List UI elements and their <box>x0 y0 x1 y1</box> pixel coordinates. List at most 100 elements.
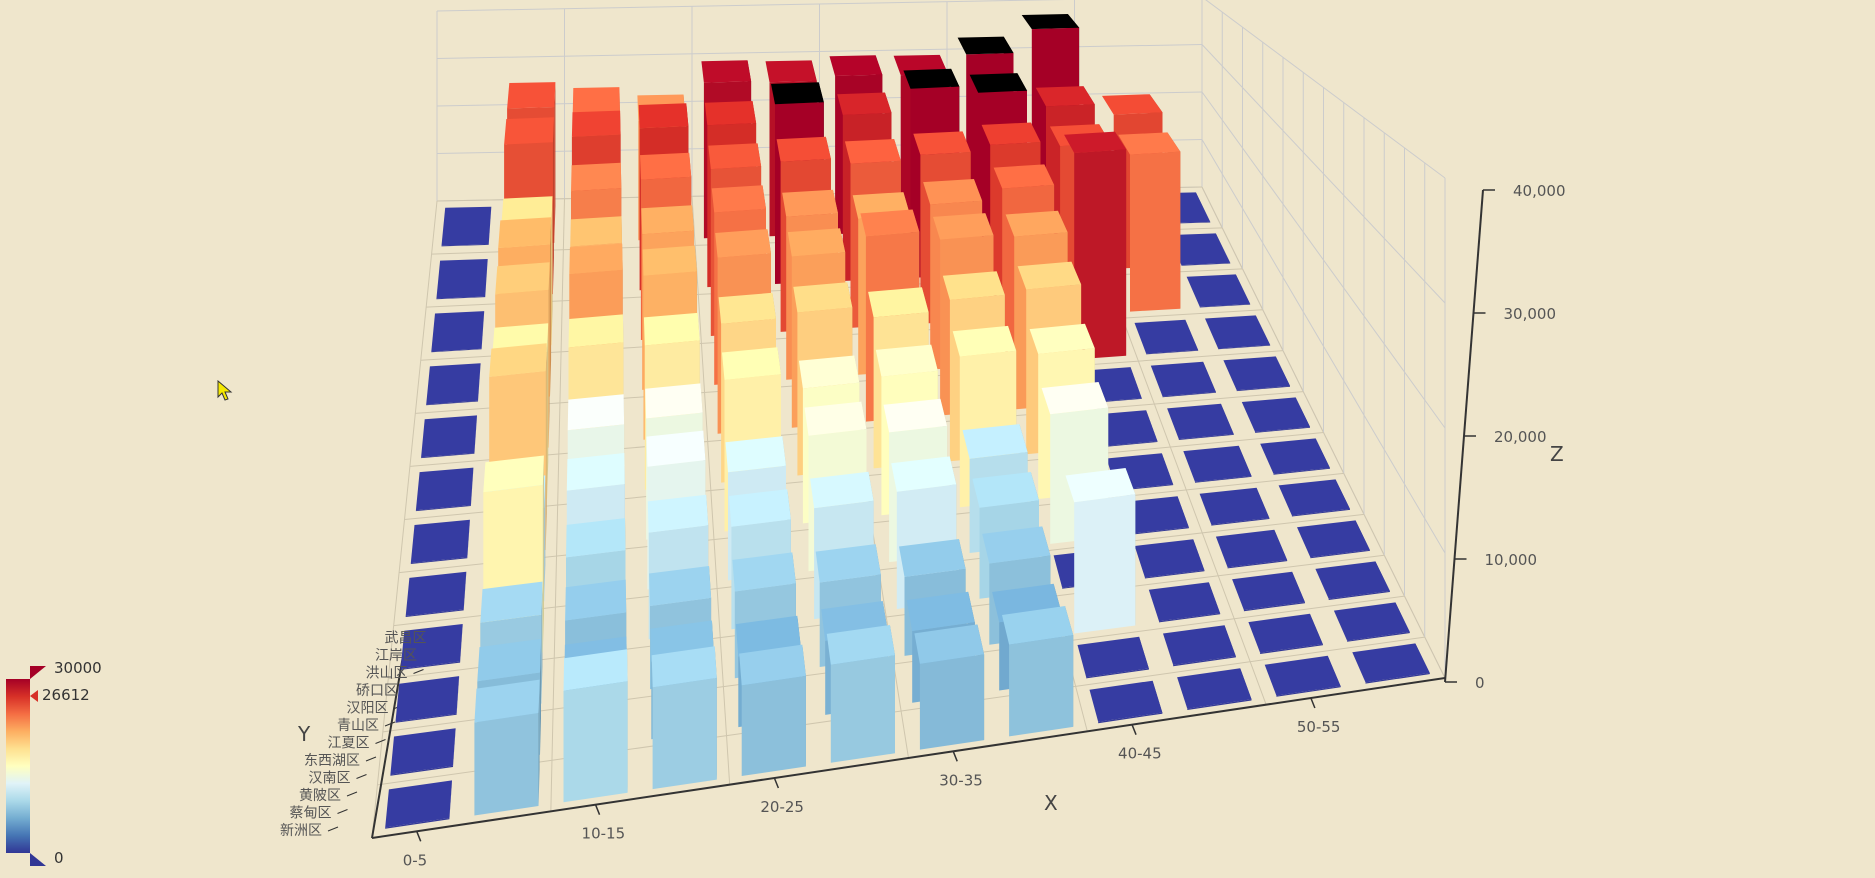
bar-top-face <box>400 624 463 669</box>
bar-top-face <box>640 152 692 180</box>
bar-top-face <box>1005 210 1068 237</box>
bar <box>1186 274 1251 308</box>
mouse-cursor-icon <box>217 379 233 406</box>
y-axis-tick <box>413 669 424 674</box>
bar <box>1077 636 1149 679</box>
bar <box>441 206 492 247</box>
bar-top-face <box>1002 606 1074 645</box>
bar <box>405 571 467 617</box>
bar-top-face <box>1041 382 1109 415</box>
bar-top-face <box>771 82 824 105</box>
bar <box>1163 625 1236 667</box>
bar-top-face <box>708 143 762 170</box>
bar-top-face <box>385 780 452 828</box>
bar-top-face <box>899 539 966 577</box>
bar-top-face <box>405 571 467 616</box>
bar-front-face <box>741 675 806 776</box>
bar-top-face <box>952 325 1017 357</box>
bar-top-face <box>844 139 901 164</box>
bar <box>1168 233 1231 266</box>
bar <box>400 624 463 670</box>
bar-top-face <box>728 489 791 527</box>
bar-top-face <box>565 579 627 621</box>
bar-top-face <box>804 401 867 436</box>
bar-top-face <box>441 206 492 246</box>
bar <box>1167 403 1234 440</box>
bar-front-face <box>1074 494 1136 634</box>
bar-side-face <box>542 455 544 653</box>
bar-top-face <box>483 455 544 493</box>
bar <box>1352 643 1430 684</box>
bar-top-face <box>431 311 485 352</box>
bar-top-face <box>571 110 621 137</box>
bar-top-face <box>1352 643 1430 683</box>
bar-top-face <box>942 271 1005 300</box>
bar-top-face <box>923 179 983 205</box>
bar-top-face <box>1064 131 1127 153</box>
bar-top-face <box>651 646 717 688</box>
bar-front-face <box>410 557 468 564</box>
axis-labels: 0 10,000 20,000 30,000 40,000 Z 0-5 10-15 20-25 3… <box>280 182 1566 869</box>
y-tick-label: 江夏区 <box>328 736 370 752</box>
z-axis-name: Z <box>1550 442 1564 466</box>
y-axis-line <box>371 649 405 839</box>
bar <box>390 728 456 776</box>
bar-top-face <box>891 456 957 492</box>
bar <box>1120 496 1189 535</box>
bar-front-face <box>1276 686 1341 697</box>
bar-top-face <box>568 314 624 348</box>
bar-top-face <box>642 245 697 276</box>
bar-top-face <box>969 73 1027 93</box>
bar-side-face <box>554 82 556 243</box>
visual-map[interactable]: 30000 26612 0 <box>0 0 102 874</box>
bar-top-face <box>1148 582 1221 622</box>
bar-top-face <box>732 552 796 592</box>
bar-top-face <box>903 68 960 89</box>
bar-front-face <box>1347 631 1410 642</box>
z-tick-label: 10,000 <box>1485 551 1538 569</box>
bar-front-face <box>1236 385 1290 392</box>
bar-front-face <box>426 400 478 406</box>
y-tick-label: 江岸区 <box>375 648 417 664</box>
bar <box>1315 561 1390 600</box>
bar-top-face <box>711 185 766 213</box>
bar-top-face <box>570 216 622 247</box>
bar-side-face <box>463 571 467 611</box>
bar-top-face <box>569 243 623 274</box>
bar-front-face <box>1173 656 1236 667</box>
bar-top-face <box>1134 319 1199 354</box>
bar <box>1232 571 1305 612</box>
y-tick-label: 东西湖区 <box>304 753 360 769</box>
bar-top-face <box>1029 323 1095 354</box>
visual-map-bar <box>6 679 30 853</box>
bar-top-face <box>798 355 860 389</box>
bar-top-face <box>1167 403 1234 440</box>
bar-top-face <box>489 343 547 377</box>
bar <box>415 467 474 512</box>
bar-top-face <box>739 644 806 686</box>
bar <box>474 679 540 816</box>
bar <box>1134 319 1199 355</box>
bar-top-face <box>645 383 703 419</box>
bar-top-face <box>390 728 456 775</box>
bar-top-face <box>1297 520 1370 558</box>
bar-front-face <box>390 765 453 776</box>
bar-top-face <box>765 60 817 83</box>
bar-top-face <box>860 209 920 237</box>
bar-top-face <box>649 566 712 606</box>
bar-front-face <box>1074 149 1127 360</box>
bar-top-face <box>1248 613 1323 653</box>
y-axis-name: Y <box>297 722 311 746</box>
bar-top-face <box>1232 571 1305 611</box>
bar <box>436 259 488 300</box>
y-tick-label: 硚口区 <box>356 683 398 699</box>
bar-front-face <box>405 609 464 617</box>
bar-top-face <box>1120 496 1189 534</box>
bar-front-face <box>395 713 457 723</box>
bar <box>1150 361 1216 398</box>
bar-top-face <box>718 292 776 324</box>
bar-top-face <box>410 519 470 564</box>
bar-front-face <box>1187 699 1252 710</box>
bar-top-face <box>641 205 694 235</box>
